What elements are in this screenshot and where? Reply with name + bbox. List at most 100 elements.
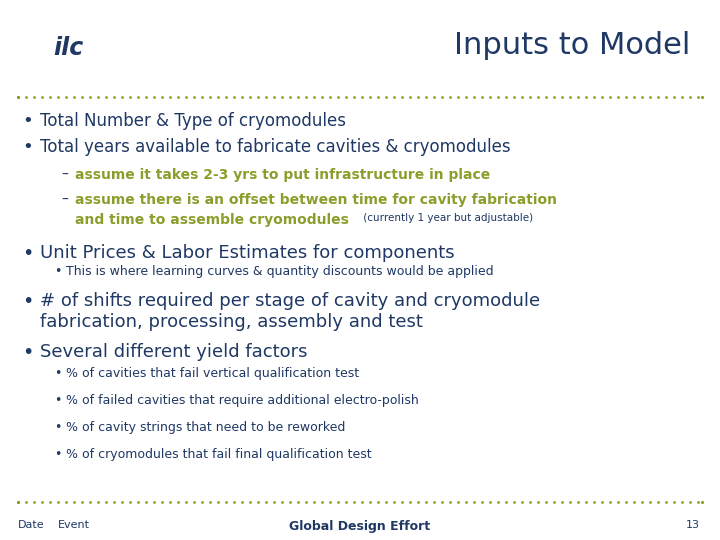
Point <box>269 498 280 507</box>
Point <box>396 93 408 102</box>
Point <box>500 93 512 102</box>
Text: Event: Event <box>58 520 90 530</box>
Text: •: • <box>54 394 62 407</box>
Point <box>413 498 424 507</box>
Point <box>660 93 672 102</box>
Point <box>260 93 271 102</box>
Point <box>356 498 368 507</box>
Point <box>564 498 576 507</box>
Point <box>100 93 112 102</box>
Point <box>572 93 584 102</box>
Point <box>485 93 496 102</box>
Point <box>132 93 144 102</box>
Text: Total Number & Type of cryomodules: Total Number & Type of cryomodules <box>40 112 346 130</box>
Point <box>316 93 328 102</box>
Point <box>116 498 127 507</box>
Point <box>644 498 656 507</box>
Point <box>12 93 24 102</box>
Point <box>548 498 559 507</box>
Text: and time to assemble cryomodules: and time to assemble cryomodules <box>75 213 349 227</box>
Point <box>508 498 520 507</box>
Point <box>44 93 55 102</box>
Text: •: • <box>22 292 34 311</box>
Text: •: • <box>54 448 62 461</box>
Point <box>164 93 176 102</box>
Point <box>228 93 240 102</box>
Text: –: – <box>61 193 68 207</box>
Point <box>156 93 168 102</box>
Point <box>68 498 80 507</box>
Point <box>252 498 264 507</box>
Text: Date: Date <box>18 520 45 530</box>
Point <box>460 498 472 507</box>
Point <box>372 498 384 507</box>
Point <box>125 498 136 507</box>
Text: ilc: ilc <box>53 36 83 60</box>
Point <box>557 93 568 102</box>
Point <box>500 498 512 507</box>
Point <box>53 498 64 507</box>
Point <box>92 498 104 507</box>
Point <box>372 93 384 102</box>
Point <box>580 93 592 102</box>
Point <box>300 498 312 507</box>
Point <box>404 498 415 507</box>
Point <box>420 93 432 102</box>
Point <box>341 498 352 507</box>
Point <box>516 498 528 507</box>
Text: 13: 13 <box>686 520 700 530</box>
Point <box>612 93 624 102</box>
Point <box>572 498 584 507</box>
Text: % of cryomodules that fail final qualification test: % of cryomodules that fail final qualifi… <box>66 448 372 461</box>
Point <box>532 498 544 507</box>
Point <box>140 498 152 507</box>
Point <box>204 498 216 507</box>
Point <box>332 498 343 507</box>
Text: This is where learning curves & quantity discounts would be applied: This is where learning curves & quantity… <box>66 265 494 278</box>
Point <box>388 93 400 102</box>
Point <box>356 93 368 102</box>
Point <box>84 498 96 507</box>
Point <box>188 498 199 507</box>
Point <box>636 93 648 102</box>
Point <box>308 93 320 102</box>
Point <box>236 93 248 102</box>
Point <box>413 93 424 102</box>
Point <box>596 93 608 102</box>
Point <box>172 93 184 102</box>
Point <box>580 498 592 507</box>
Point <box>485 498 496 507</box>
Text: Total years available to fabricate cavities & cryomodules: Total years available to fabricate cavit… <box>40 138 510 156</box>
Point <box>284 93 296 102</box>
Point <box>629 498 640 507</box>
Text: assume there is an offset between time for cavity fabrication: assume there is an offset between time f… <box>75 193 557 207</box>
Point <box>44 498 55 507</box>
Point <box>684 498 696 507</box>
Point <box>436 93 448 102</box>
Point <box>468 498 480 507</box>
Text: % of failed cavities that require additional electro-polish: % of failed cavities that require additi… <box>66 394 419 407</box>
Point <box>436 498 448 507</box>
Point <box>460 93 472 102</box>
Point <box>276 498 288 507</box>
Text: Global Design Effort: Global Design Effort <box>289 520 431 533</box>
Point <box>12 498 24 507</box>
Point <box>388 498 400 507</box>
Point <box>468 93 480 102</box>
Point <box>692 93 703 102</box>
Point <box>244 498 256 507</box>
Point <box>116 93 127 102</box>
Point <box>676 498 688 507</box>
Point <box>276 93 288 102</box>
Text: Several different yield factors: Several different yield factors <box>40 343 307 361</box>
Point <box>316 498 328 507</box>
Point <box>668 498 680 507</box>
Point <box>148 498 160 507</box>
Point <box>28 498 40 507</box>
Point <box>84 93 96 102</box>
Point <box>652 498 664 507</box>
Text: –: – <box>61 168 68 182</box>
Point <box>348 93 360 102</box>
Point <box>452 498 464 507</box>
Text: •: • <box>22 138 33 156</box>
